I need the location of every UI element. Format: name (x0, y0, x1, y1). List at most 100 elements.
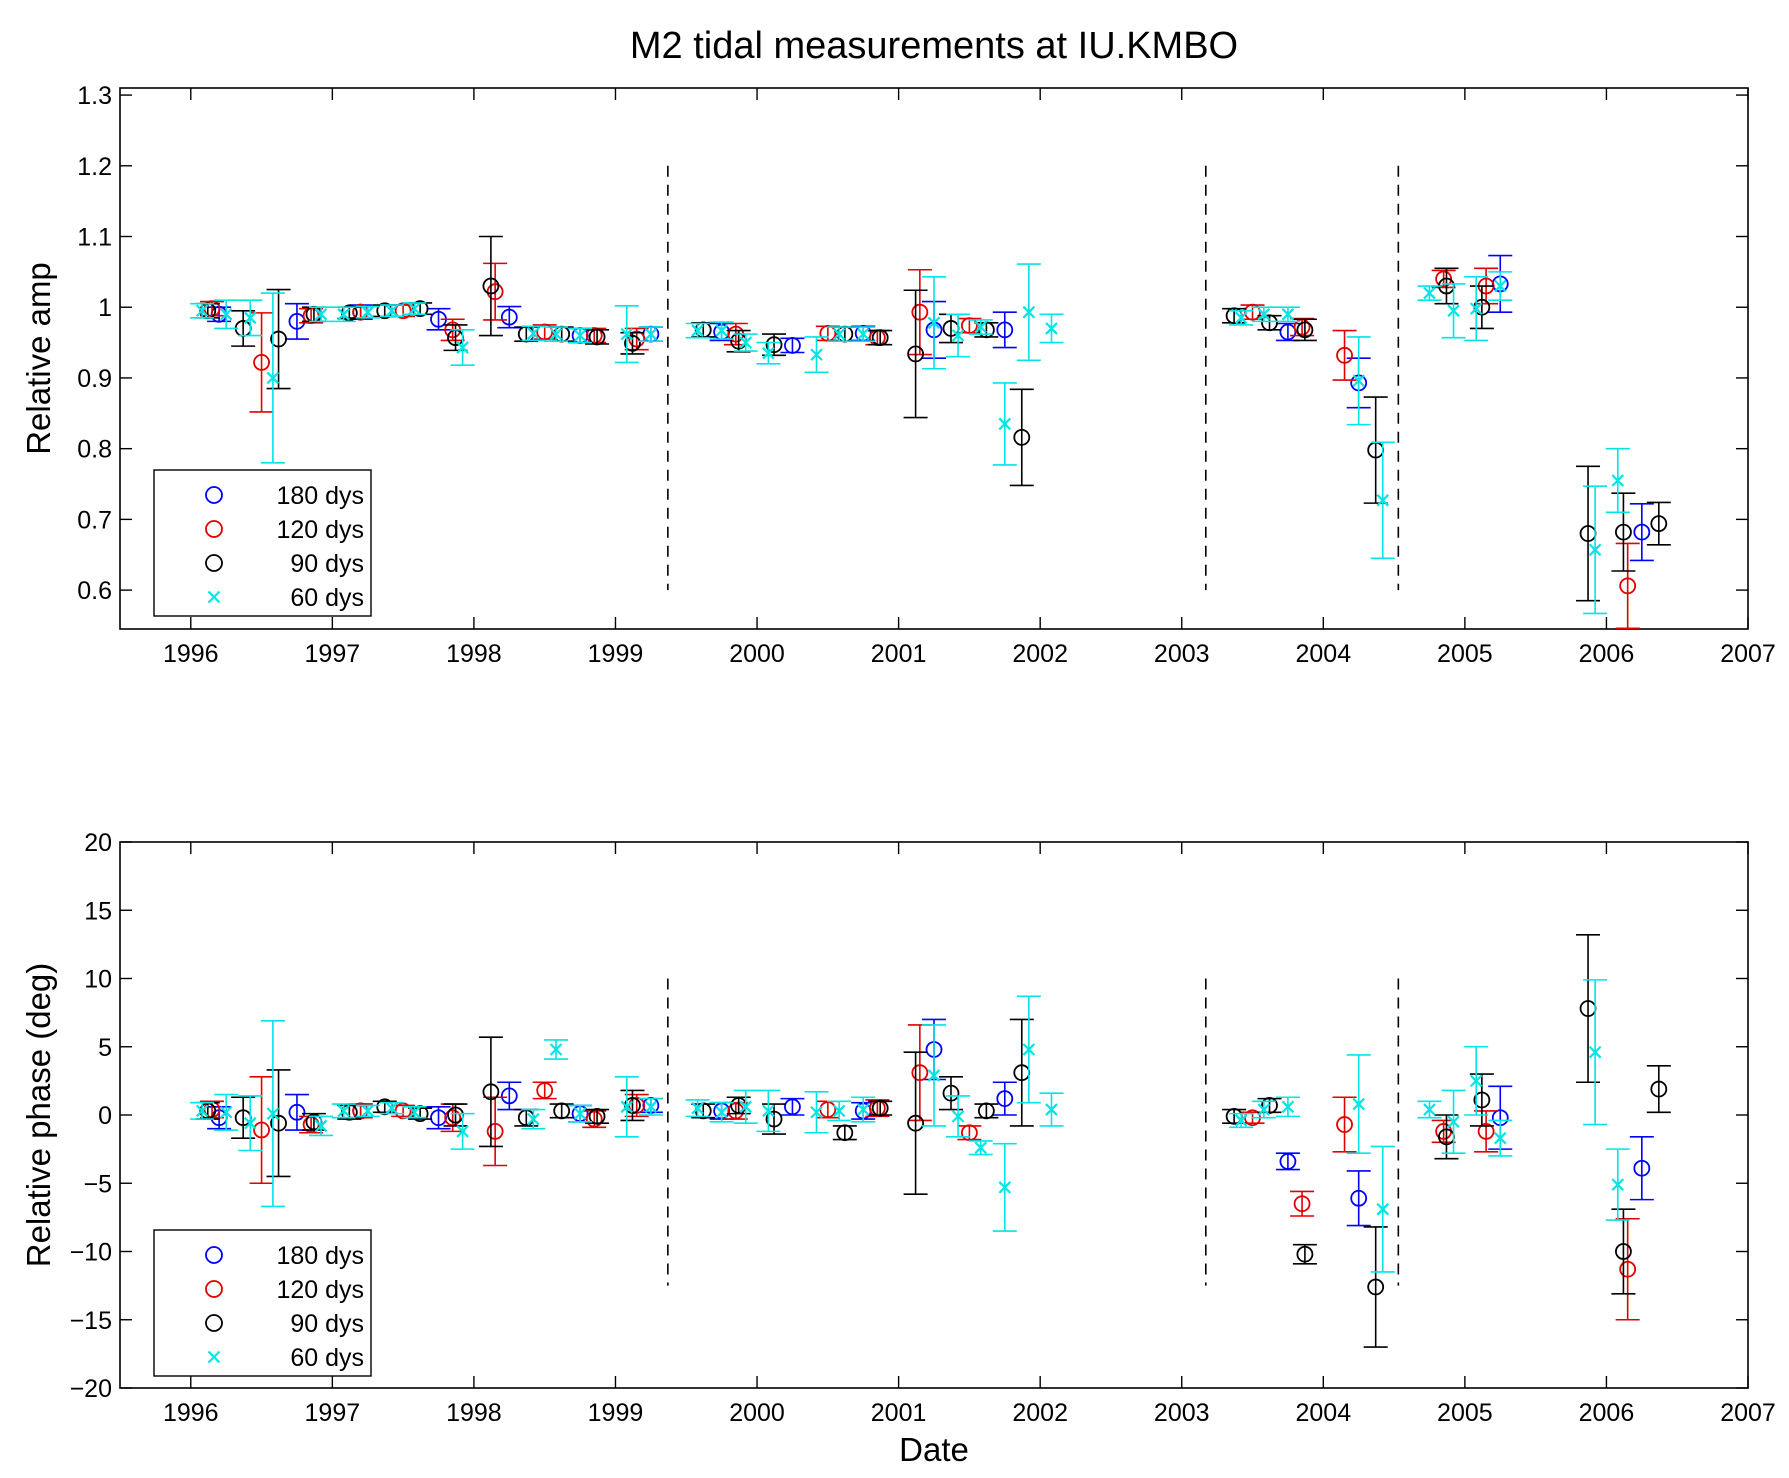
plot-frame (119, 87, 1749, 630)
data-point-60-dys (195, 304, 209, 318)
y-tick-label: 1.2 (77, 153, 112, 181)
data-point-180-dys (996, 321, 1014, 339)
y-tick-label: −20 (70, 1375, 112, 1403)
data-point-60-dys (456, 1125, 469, 1138)
data-point-60-dys (408, 1105, 421, 1119)
legend-label: 90 dys (290, 550, 364, 578)
data-point-60-dys (1352, 1097, 1365, 1111)
data-point-180-dys (1633, 523, 1651, 541)
legend-marker (207, 1350, 221, 1364)
data-point-60-dys (266, 1107, 280, 1120)
x-tick-label: 2007 (1720, 640, 1776, 668)
error-bar-90-dys (1292, 1243, 1317, 1265)
data-point-90-dys (553, 1102, 571, 1120)
data-point-90-dys (1615, 1243, 1632, 1260)
error-bar-90-dys (1611, 492, 1636, 572)
data-point-90-dys (836, 1124, 854, 1142)
data-point-180-dys (996, 1090, 1014, 1108)
data-point-120-dys (1477, 1122, 1495, 1140)
data-point-60-dys (219, 1105, 233, 1119)
legend-box (153, 469, 372, 617)
y-tick-label: 1.3 (77, 82, 112, 110)
data-point-90-dys (907, 1114, 924, 1132)
data-point-90-dys (588, 328, 606, 346)
error-bar-90-dys (478, 235, 503, 337)
error-bar-90-dys (1469, 1073, 1494, 1127)
error-bar-120-dys (1615, 1217, 1640, 1321)
data-point-60-dys (1493, 1131, 1507, 1145)
y-tick-label: 0.7 (77, 506, 112, 534)
y-tick-label: 0.9 (77, 365, 112, 393)
x-tick-label: 2001 (871, 1399, 927, 1427)
legend: 180 dys 120 dys 90 dys 60 dys (153, 469, 372, 617)
x-tick-label: 1998 (446, 1399, 502, 1427)
data-point-180-dys (1350, 1189, 1368, 1207)
x-tick-label: 1996 (163, 1399, 219, 1427)
data-point-60-dys (1257, 1103, 1271, 1116)
data-point-60-dys (527, 327, 540, 340)
error-bar-120-dys (1332, 1096, 1357, 1153)
data-point-60-dys (951, 329, 965, 342)
data-point-120-dys (1619, 1260, 1637, 1278)
data-point-120-dys (253, 353, 270, 371)
data-point-60-dys (219, 308, 233, 321)
figure-title: M2 tidal measurements at IU.KMBO (630, 25, 1238, 67)
legend-marker (205, 1280, 223, 1298)
data-point-120-dys (1244, 303, 1261, 321)
data-point-60-dys (762, 346, 775, 360)
data-point-60-dys (1611, 474, 1625, 487)
y-tick-label: −15 (70, 1307, 112, 1335)
legend-label: 90 dys (290, 1310, 364, 1338)
legend-marker (205, 520, 223, 538)
error-bar-180-dys (992, 1081, 1017, 1116)
phase-panel: 1996 1997 1998 1999 2000 2001 2002 2003 2004 2005… (20, 829, 1776, 1468)
data-point-60-dys (549, 1043, 563, 1056)
error-bar-120-dys (907, 1024, 932, 1122)
y-axis-title: Relative amp (20, 262, 57, 455)
data-point-120-dys (1293, 1195, 1311, 1213)
data-point-90-dys (765, 336, 783, 354)
data-point-60-dys (1376, 1202, 1390, 1216)
legend-box (153, 1229, 372, 1377)
error-bar-90-dys (832, 1125, 857, 1141)
error-bar-120-dys (907, 268, 932, 356)
data-point-90-dys (411, 300, 429, 318)
legend-label: 120 dys (276, 1276, 364, 1304)
error-bar-90-dys (1009, 1018, 1034, 1127)
data-point-90-dys (1261, 314, 1278, 332)
data-point-180-dys (288, 1103, 306, 1121)
y-axis-title: Relative phase (deg) (20, 963, 57, 1268)
x-tick-label: 2002 (1012, 1399, 1068, 1427)
data-point-60-dys (1022, 1043, 1036, 1056)
y-tick-label: 20 (84, 829, 112, 857)
data-point-90-dys (270, 1114, 287, 1132)
y-tick-label: −10 (70, 1239, 112, 1267)
data-point-180-dys (500, 308, 518, 326)
error-bar-90-dys (903, 289, 928, 419)
data-point-120-dys (960, 317, 978, 335)
data-point-90-dys (1650, 515, 1668, 533)
x-axis-title: Date (899, 1431, 969, 1468)
legend-label: 180 dys (276, 482, 364, 510)
error-bar-90-dys (1469, 285, 1494, 330)
data-point-120-dys (486, 283, 504, 301)
data-point-120-dys (1336, 346, 1353, 364)
x-tick-label: 2000 (729, 640, 785, 668)
error-bar-90-dys (1611, 1208, 1636, 1295)
x-tick-label: 2005 (1437, 640, 1493, 668)
error-bar-90-dys (266, 1069, 291, 1178)
y-tick-label: 10 (84, 966, 112, 994)
y-tick-label: 5 (98, 1034, 112, 1062)
data-point-60-dys (644, 1100, 658, 1114)
x-tick-label: 2002 (1012, 640, 1068, 668)
data-point-60-dys (266, 371, 280, 385)
data-point-180-dys (784, 1098, 801, 1116)
data-point-60-dys (1352, 374, 1365, 388)
data-point-60-dys (1447, 1115, 1460, 1129)
data-point-90-dys (1296, 1245, 1314, 1263)
data-point-120-dys (1435, 270, 1453, 288)
data-point-60-dys (1045, 1103, 1058, 1116)
data-point-60-dys (1234, 1114, 1248, 1127)
data-point-60-dys (385, 1101, 399, 1115)
error-bar-180-dys (1346, 1170, 1371, 1227)
